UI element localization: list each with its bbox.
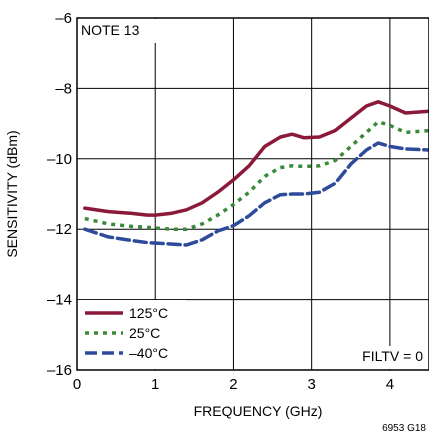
series-group xyxy=(83,100,429,247)
tick-labels: 0 1 2 3 4 –16 –14 –12 –10 –8 –6 xyxy=(47,10,394,393)
series-line-2 xyxy=(83,141,429,247)
condition-label: FILTV = 0 xyxy=(362,348,423,364)
x-tick-label: 1 xyxy=(151,376,159,393)
y-axis-label: SENSITIVITY (dBm) xyxy=(4,130,20,257)
x-tick-label: 0 xyxy=(73,376,81,393)
y-tick-label: –8 xyxy=(55,80,72,97)
legend-label-1: 25°C xyxy=(129,325,160,341)
plot-frame xyxy=(76,17,429,371)
y-tick-label: –6 xyxy=(55,10,72,27)
y-tick-label: –12 xyxy=(47,221,72,238)
legend: 125°C 25°C –40°C xyxy=(85,305,168,361)
condition-background xyxy=(349,346,428,369)
x-tick-label: 2 xyxy=(229,376,237,393)
figure-id: 6953 G18 xyxy=(382,423,426,434)
legend-label-0: 125°C xyxy=(129,305,168,321)
note-background xyxy=(78,19,158,43)
y-tick-label: –10 xyxy=(47,151,72,168)
legend-label-2: –40°C xyxy=(129,345,168,361)
y-tick-label: –16 xyxy=(47,362,72,379)
series-line-1 xyxy=(84,120,429,231)
x-tick-label: 3 xyxy=(307,376,315,393)
note-label: NOTE 13 xyxy=(81,22,140,38)
y-tick-label: –14 xyxy=(47,292,72,309)
x-tick-label: 4 xyxy=(386,376,394,393)
series-line-0 xyxy=(83,100,429,217)
x-axis-label: FREQUENCY (GHz) xyxy=(194,403,323,419)
